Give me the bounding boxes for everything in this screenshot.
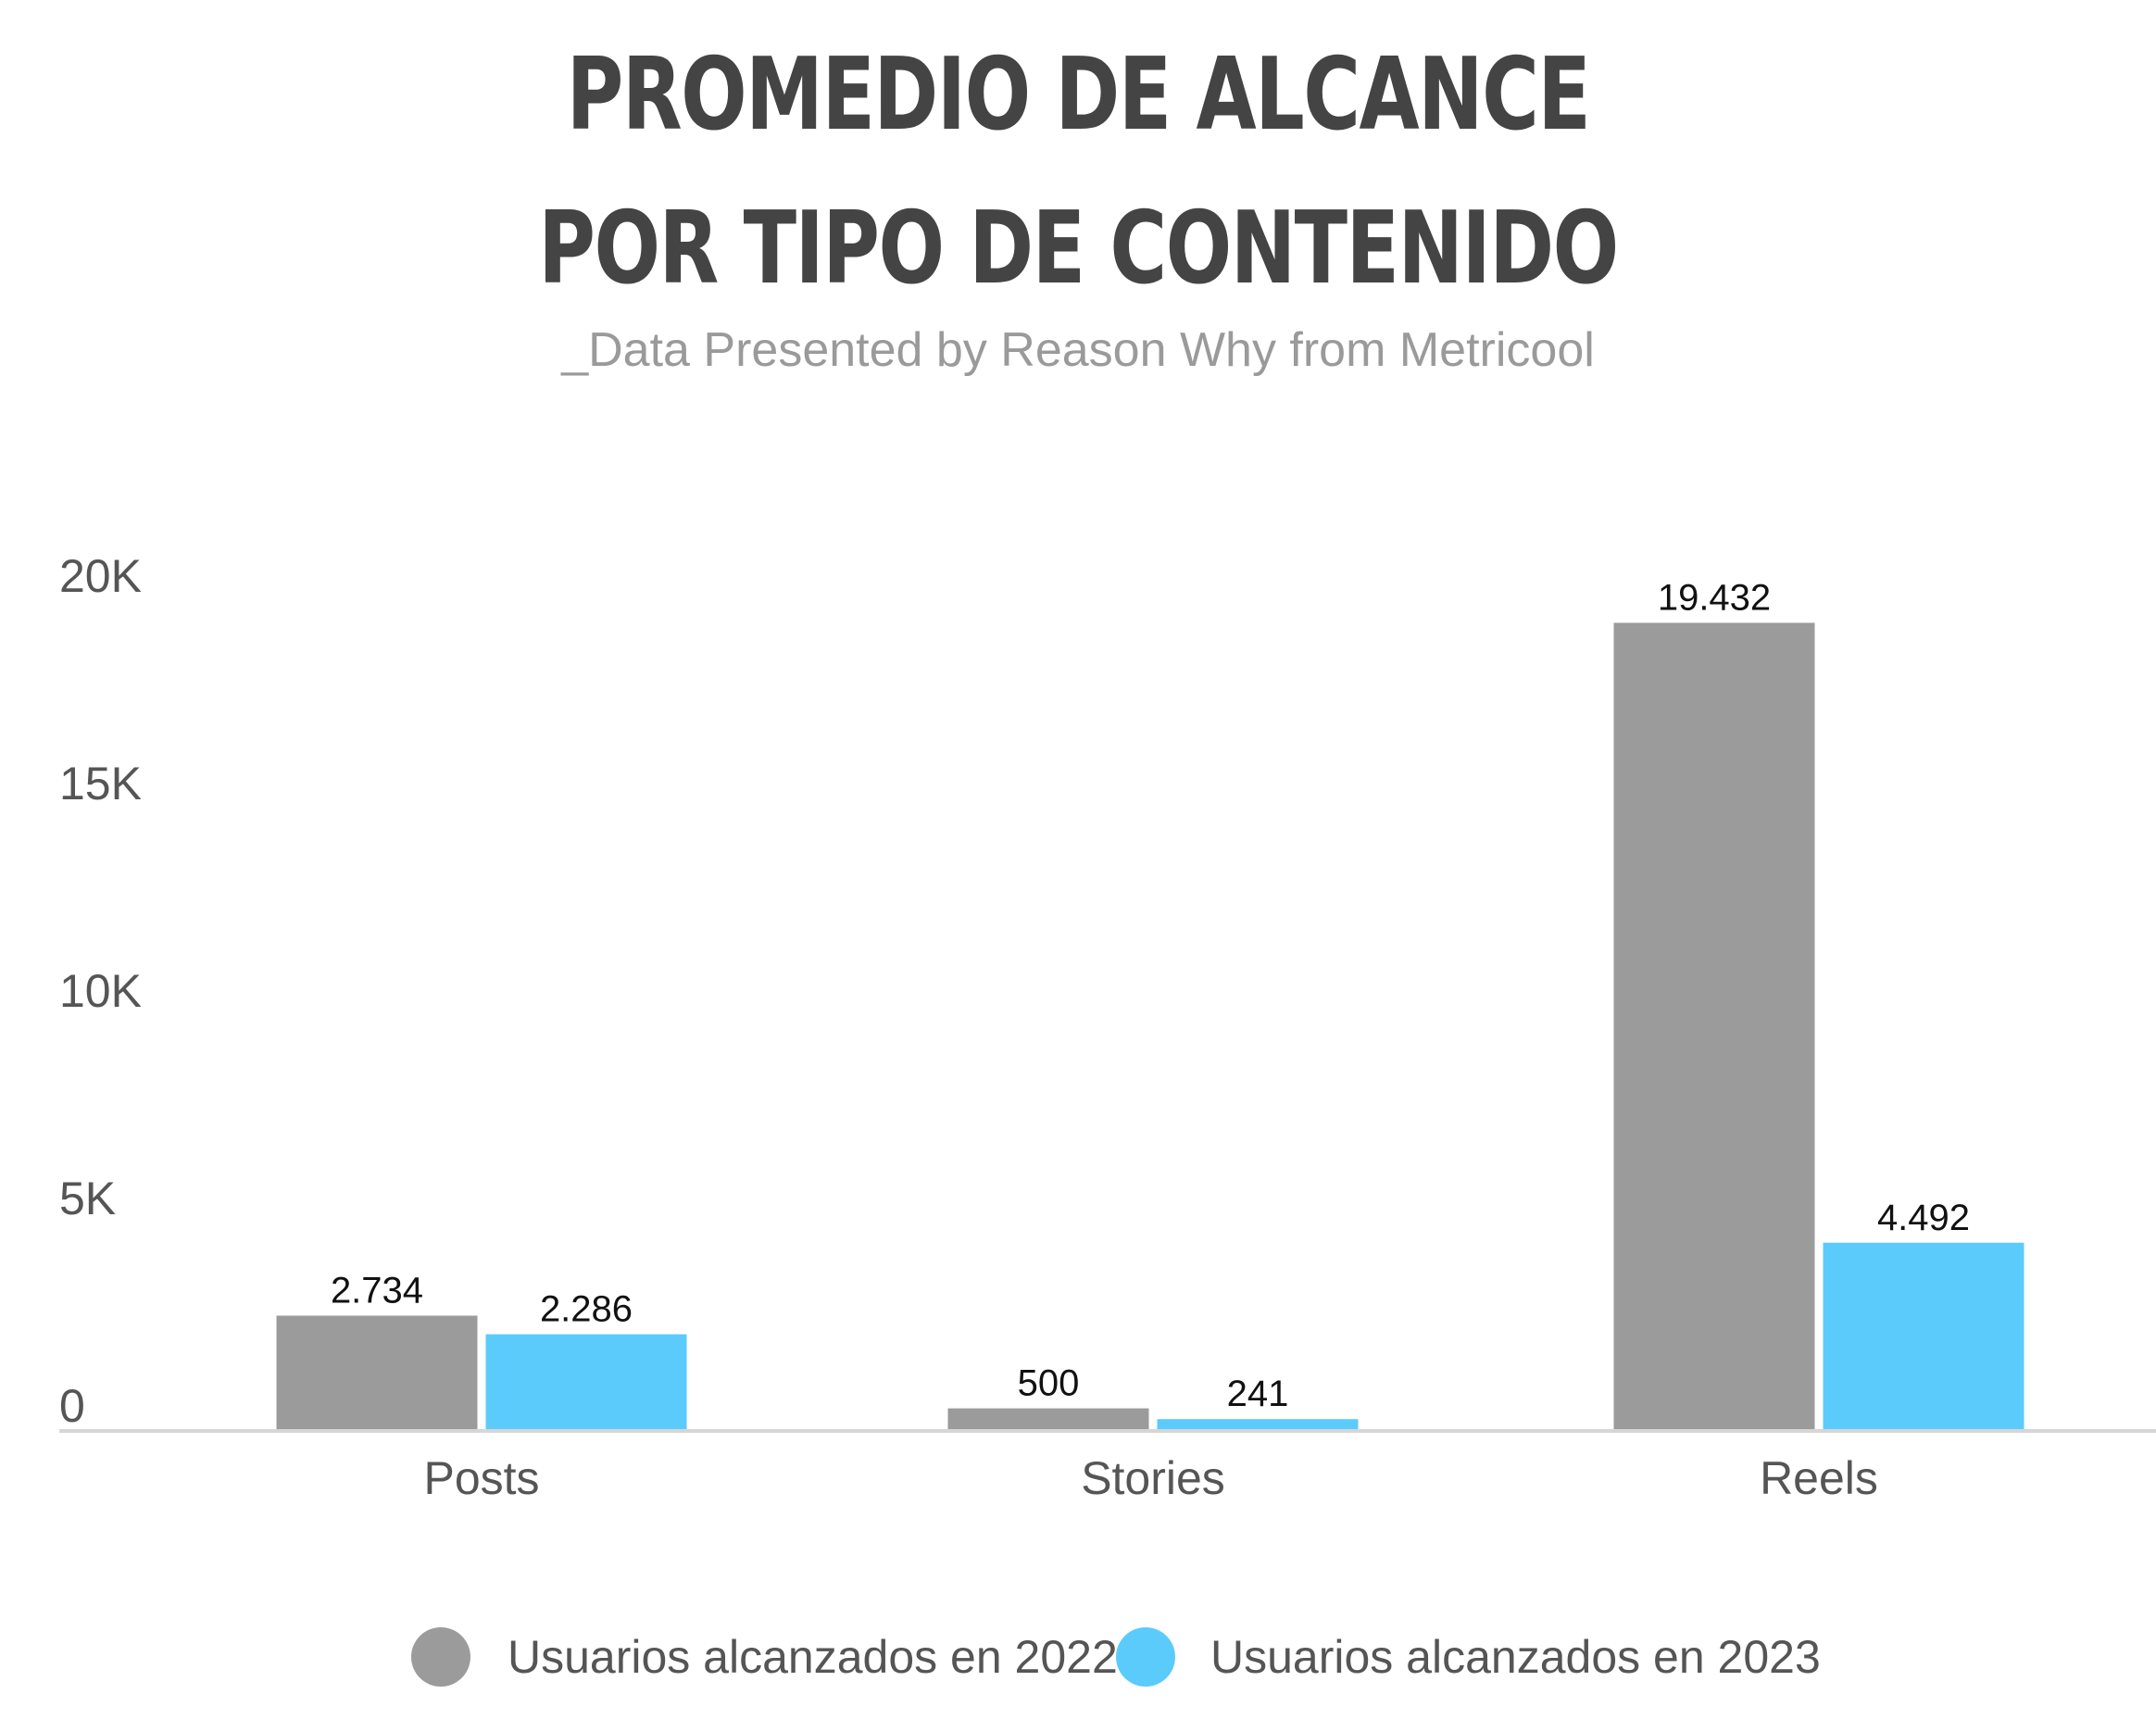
y-tick-label-0: 0 — [59, 1380, 85, 1432]
legend-label-0: Usuarios alcanzados en 2022 — [508, 1631, 1118, 1683]
legend-label-1: Usuarios alcanzados en 2023 — [1210, 1631, 1821, 1683]
y-tick-label-3: 15K — [59, 758, 142, 809]
y-tick-label-1: 5K — [59, 1173, 116, 1224]
chart-title-line-2: POR TIPO DE CONTENIDO — [538, 191, 1619, 307]
bar-stories-series-0 — [947, 1408, 1149, 1429]
data-label-posts-series-0: 2.734 — [331, 1271, 423, 1311]
data-label-posts-series-1: 2.286 — [540, 1289, 633, 1330]
bars — [276, 622, 2024, 1429]
bar-stories-series-1 — [1157, 1419, 1359, 1429]
data-label-reels-series-1: 4.492 — [1877, 1198, 1970, 1238]
data-label-stories-series-1: 241 — [1227, 1374, 1289, 1414]
chart-subtitle: _Data Presented by Reason Why from Metri… — [561, 323, 1595, 377]
x-category-stories: Stories — [1081, 1452, 1225, 1504]
y-tick-label-2: 10K — [59, 965, 142, 1017]
bar-posts-series-1 — [485, 1334, 687, 1429]
chart-title-line-1: PROMEDIO DE ALCANCE — [566, 37, 1591, 153]
legend-swatch-1 — [1116, 1627, 1175, 1687]
legend-swatch-0 — [411, 1627, 470, 1687]
y-tick-label-4: 20K — [59, 550, 142, 602]
x-category-posts: Posts — [423, 1452, 539, 1504]
data-label-stories-series-0: 500 — [1018, 1363, 1080, 1404]
bar-posts-series-0 — [276, 1315, 478, 1429]
y-axis-ticks: 0 5K 10K 15K 20K — [59, 550, 142, 1432]
data-labels: 2.734 2.286 500 241 19.432 4.492 — [331, 577, 1970, 1414]
bar-reels-series-0 — [1613, 622, 1815, 1429]
bar-reels-series-1 — [1823, 1242, 2024, 1429]
x-category-reels: Reels — [1760, 1452, 1878, 1504]
chart-title: PROMEDIO DE ALCANCE POR TIPO DE CONTENID… — [237, 19, 1919, 326]
legend: Usuarios alcanzados en 2022 Usuarios alca… — [411, 1627, 1821, 1687]
x-axis-categories: Posts Stories Reels — [423, 1452, 1877, 1504]
data-label-reels-series-0: 19.432 — [1658, 577, 1771, 618]
